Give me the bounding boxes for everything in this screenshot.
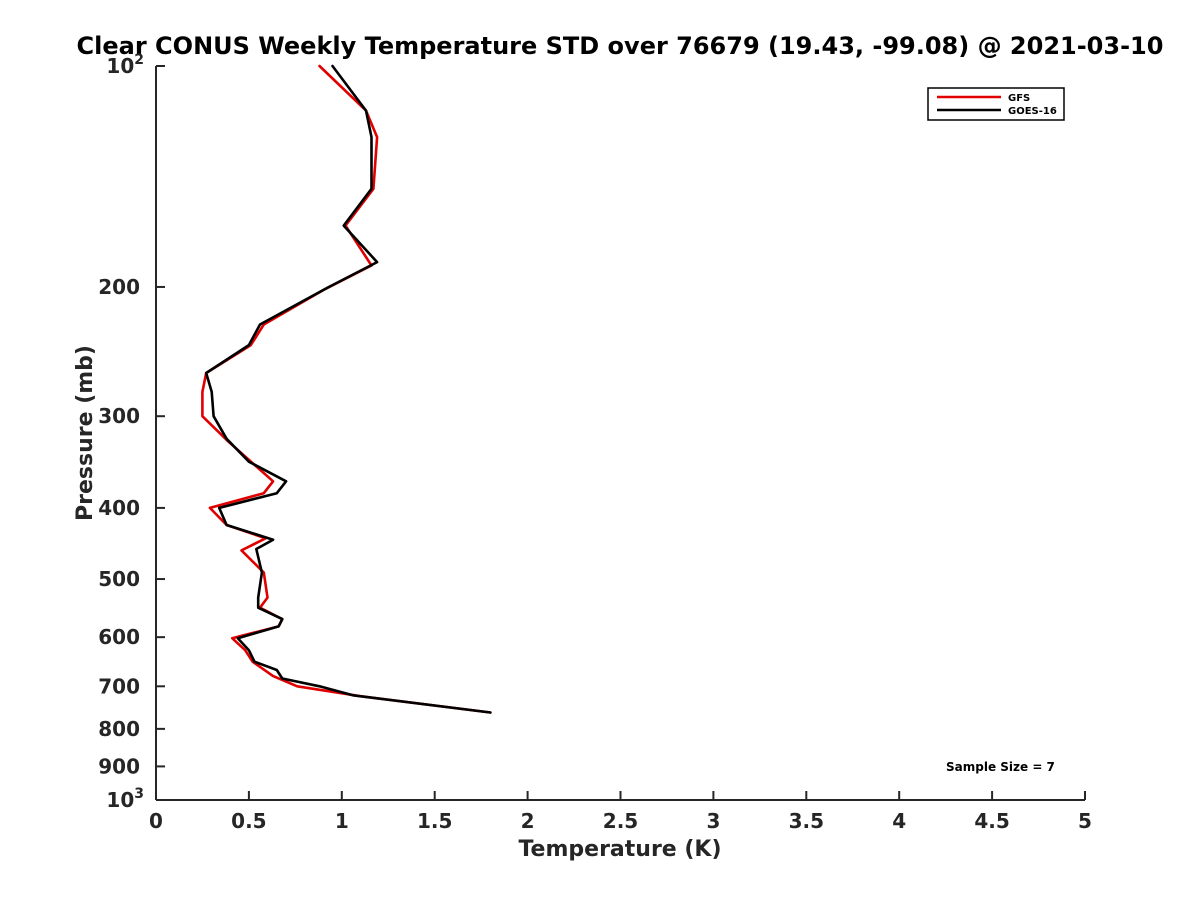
x-tick-label: 2.5 (603, 809, 638, 833)
x-axis-label: Temperature (K) (518, 837, 721, 862)
x-tick-label: 0 (149, 809, 163, 833)
y-tick-exponent: 3 (134, 786, 144, 802)
legend: GFS GOES-16 (927, 87, 1065, 121)
x-axis-ticks: 0 0.5 1 1.5 2 2.5 3 3.5 4 4.5 5 (149, 791, 1092, 833)
series-layer (201, 64, 492, 714)
x-tick-label: 3 (706, 809, 720, 833)
y-tick-label-power: 102 (106, 52, 144, 78)
chart-title: Clear CONUS Weekly Temperature STD over … (77, 32, 1164, 60)
y-tick-label: 800 (98, 717, 140, 741)
y-tick-label: 900 (98, 754, 140, 778)
y-tick-exponent: 2 (134, 52, 144, 68)
x-tick-label: 4.5 (974, 809, 1009, 833)
y-tick-label: 400 (98, 496, 140, 520)
y-tick-label: 500 (98, 567, 140, 591)
y-tick-label-power: 103 (106, 786, 144, 812)
x-tick-label: 4 (892, 809, 906, 833)
x-tick-label: 1.5 (417, 809, 452, 833)
y-tick-label: 300 (98, 404, 140, 428)
y-tick-label: 600 (98, 625, 140, 649)
x-tick-label: 3.5 (789, 809, 824, 833)
sample-size-annotation: Sample Size = 7 (946, 760, 1055, 774)
x-tick-label: 1 (335, 809, 349, 833)
y-tick-base: 10 (106, 54, 134, 78)
x-tick-label: 2 (521, 809, 535, 833)
y-tick-base: 10 (106, 788, 134, 812)
legend-box (927, 87, 1065, 121)
x-tick-label: 5 (1078, 809, 1092, 833)
legend-label-goes16: GOES-16 (1008, 106, 1057, 117)
y-tick-label: 700 (98, 674, 140, 698)
x-tick-label: 0.5 (231, 809, 266, 833)
y-axis-label: Pressure (mb) (73, 345, 98, 521)
series-line-goes16 (204, 64, 492, 714)
y-tick-label: 200 (98, 275, 140, 299)
legend-label-gfs: GFS (1008, 93, 1030, 104)
